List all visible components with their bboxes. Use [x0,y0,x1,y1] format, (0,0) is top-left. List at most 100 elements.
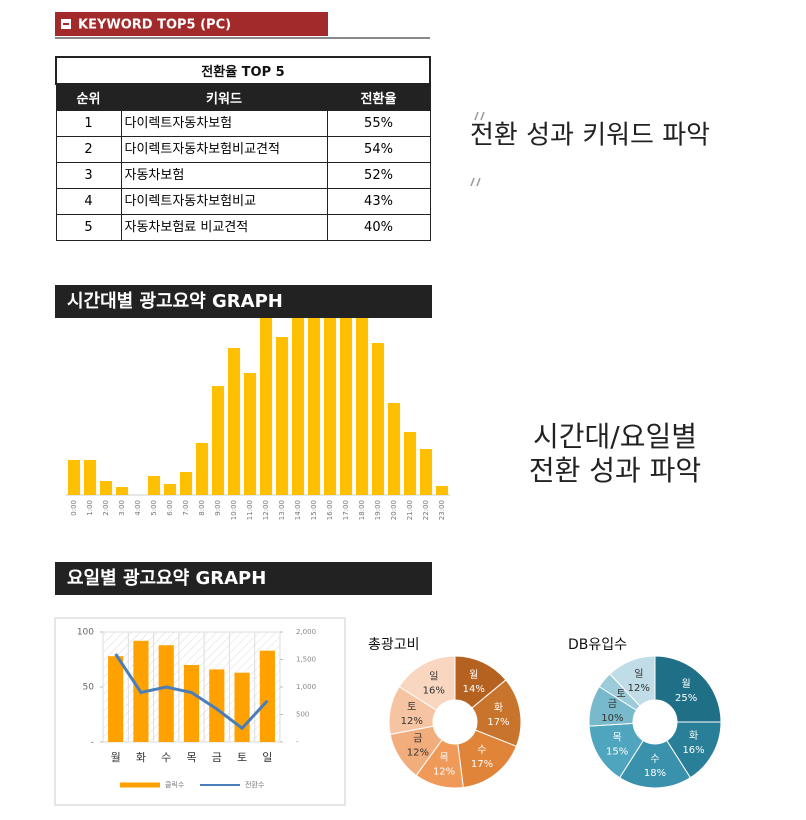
slice-value: 10% [601,713,623,724]
x-tick-label: 1:00 [86,500,94,516]
legend-label: 클릭수 [165,781,185,789]
y-tick-label: - [91,738,94,748]
bar [163,484,177,495]
pie-slice [654,655,722,723]
caption: 시간대/요일별 [533,420,697,453]
y2-tick-label: 500 [296,711,309,719]
slice-label: 토 [616,689,625,700]
y2-tick-label: 2,000 [296,628,316,636]
x-tick-label: 화 [136,751,146,764]
x-tick-label: 6:00 [166,500,174,516]
x-tick-label: 5:00 [150,500,158,516]
column-header: 키워드 [120,83,328,111]
bar [108,656,124,742]
table-cell: 자동차보험 [120,162,328,189]
table-cell: 5 [55,214,122,241]
slice-label: 월 [469,669,478,681]
bar [195,443,209,495]
x-tick-label: 4:00 [134,500,142,516]
slice-value: 16% [682,745,704,756]
x-tick-label: 2:00 [102,500,110,516]
x-tick-label: 16:00 [326,500,334,520]
slice-label: 수 [650,753,659,765]
x-tick-label: 19:00 [374,500,382,520]
pie-title: DB유입수 [568,637,627,653]
bar [419,449,433,495]
bar [371,343,385,495]
x-tick-label: 22:00 [422,500,430,520]
pie-slice [609,655,656,707]
slice-label: 목 [439,752,448,764]
bar [83,460,97,495]
caption: 전환 성과 파악 [529,454,701,487]
slice-value: 15% [606,746,628,757]
graph-title: 시간대별 광고요약 GRAPH [67,290,283,312]
x-tick-label: 수 [161,751,171,764]
slice-value: 17% [487,717,509,728]
section-title: KEYWORD TOP5 (PC) [78,18,231,33]
bar [227,348,241,495]
table-row: 3 자동차보험 52% [55,162,431,189]
y2-tick-label: - [296,738,299,746]
slice-label: 금 [608,698,617,710]
y-tick-label: 100 [77,628,94,638]
column-header: 전환율 [326,83,431,111]
x-tick-label: 토 [237,751,247,764]
x-tick-label: 3:00 [118,500,126,516]
x-tick-label: 월 [111,751,121,764]
table-row: 1 다이렉트자동차보험 55% [55,110,431,137]
bar [147,476,161,495]
slice-value: 17% [471,759,493,770]
bar [209,669,225,742]
bar [234,672,250,742]
slice-label: 토 [407,702,416,713]
bar [259,318,273,495]
x-tick-label: 11:00 [246,500,254,520]
slice-value: 14% [463,684,485,695]
bar [183,665,200,742]
pie-slice [398,655,456,711]
x-tick-label: 13:00 [278,500,286,520]
bar [211,386,225,495]
x-tick-label: 15:00 [310,500,318,520]
keyword-table: 전환율 TOP 5 순위 키워드 전환율 1 다이렉트자동차보험 55% 2 다이렉트자동차… [55,56,431,241]
column-header: 순위 [55,83,122,111]
slice-label: 화 [494,702,503,714]
x-tick-label: 목 [186,751,196,764]
bar [307,318,321,495]
table-row: 5 자동차보험료 비교견적 40% [55,214,431,241]
bar [243,373,257,495]
table-cell: 다이렉트자동차보험 [120,110,328,137]
slice-label: 금 [413,733,422,745]
legend-label: 전환수 [245,780,265,789]
table-cell: 다이렉트자동차보험비교견적 [120,136,328,163]
slice-label: 화 [689,730,698,742]
quote-marks [470,111,485,187]
x-tick-label: 20:00 [390,500,398,520]
table-cell: 1 [55,110,122,137]
x-tick-label: 17:00 [342,500,350,520]
y2-tick-label: 1,000 [296,683,316,691]
y-tick-label: 50 [83,683,95,693]
table-cell: 다이렉트자동차보험비교 [120,188,328,215]
graph-header-bg [55,285,432,318]
table-title: 전환율 TOP 5 [55,56,431,85]
bar [403,432,417,495]
table-cell: 4 [55,188,122,215]
table-row: 4 다이렉트자동차보험비교 43% [55,188,431,215]
table-cell: 55% [326,110,431,137]
y2-tick-label: 1,500 [296,656,316,664]
slice-value: 12% [628,683,650,694]
graph-header-bg [55,562,432,595]
x-tick-label: 0:00 [70,500,78,516]
bar [99,481,113,495]
x-tick-label: 9:00 [214,500,222,516]
caption: 전환 성과 키워드 파악 [470,121,710,151]
slice-label: 월 [682,678,691,690]
bar [339,318,353,495]
section-header-bg [55,12,328,36]
slice-value: 12% [401,716,423,727]
bar [67,460,81,495]
